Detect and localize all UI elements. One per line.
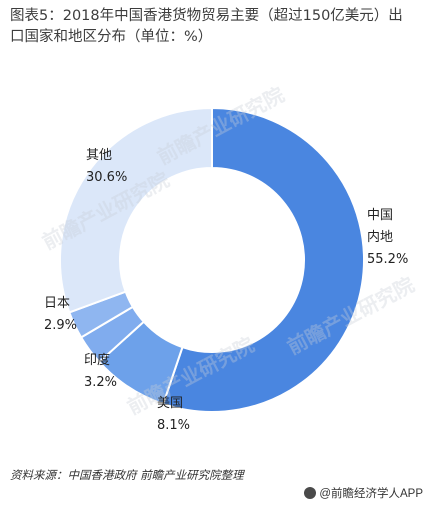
label-other-value: 30.6% — [86, 170, 128, 185]
label-other-name: 其他 — [86, 148, 113, 163]
label-mainland-name-1: 中国 — [367, 208, 394, 223]
label-usa-value: 8.1% — [157, 418, 191, 433]
label-mainland-value: 55.2% — [367, 252, 409, 267]
label-usa: 美国 8.1% — [157, 393, 190, 437]
brand-text: @前瞻经济学人APP — [319, 488, 423, 500]
label-india: 印度 3.2% — [84, 350, 117, 394]
slice-other — [59, 106, 213, 314]
label-usa-name: 美国 — [157, 396, 184, 411]
slice-mainland — [161, 106, 365, 413]
label-mainland-name-2: 内地 — [367, 230, 394, 245]
label-japan: 日本 2.9% — [44, 293, 77, 337]
brand-logo-icon — [304, 487, 317, 499]
label-india-name: 印度 — [84, 353, 111, 368]
source-note: 资料来源：中国香港政府 前瞻产业研究院整理 — [10, 468, 244, 482]
label-india-value: 3.2% — [84, 375, 118, 390]
label-japan-name: 日本 — [44, 296, 71, 311]
label-other: 其他 30.6% — [86, 145, 127, 189]
brand-credit: @前瞻经济学人APP — [304, 485, 423, 501]
label-mainland: 中国 内地 55.2% — [367, 205, 408, 271]
label-japan-value: 2.9% — [44, 318, 78, 333]
chart-title: 图表5：2018年中国香港货物贸易主要（超过150亿美元）出口国家和地区分布（单… — [10, 8, 403, 45]
